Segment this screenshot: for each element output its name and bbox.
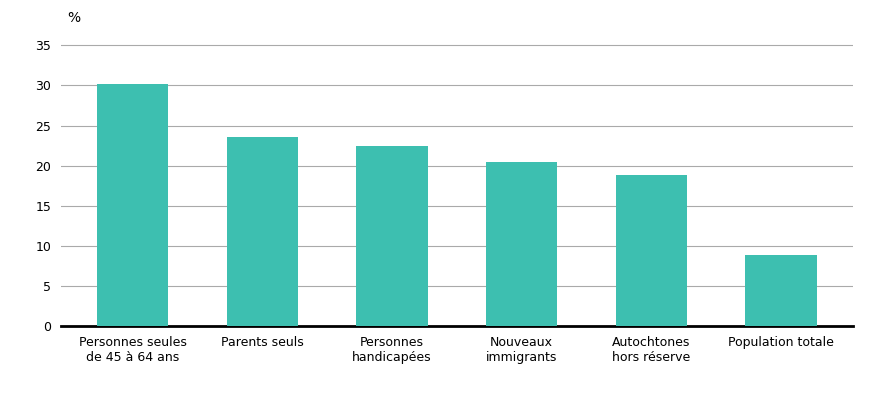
Bar	[615, 175, 687, 326]
Text: %: %	[68, 11, 81, 25]
Bar	[226, 137, 297, 326]
Bar	[355, 145, 427, 326]
Bar	[486, 163, 557, 326]
Bar	[745, 255, 816, 326]
Bar	[96, 84, 168, 326]
